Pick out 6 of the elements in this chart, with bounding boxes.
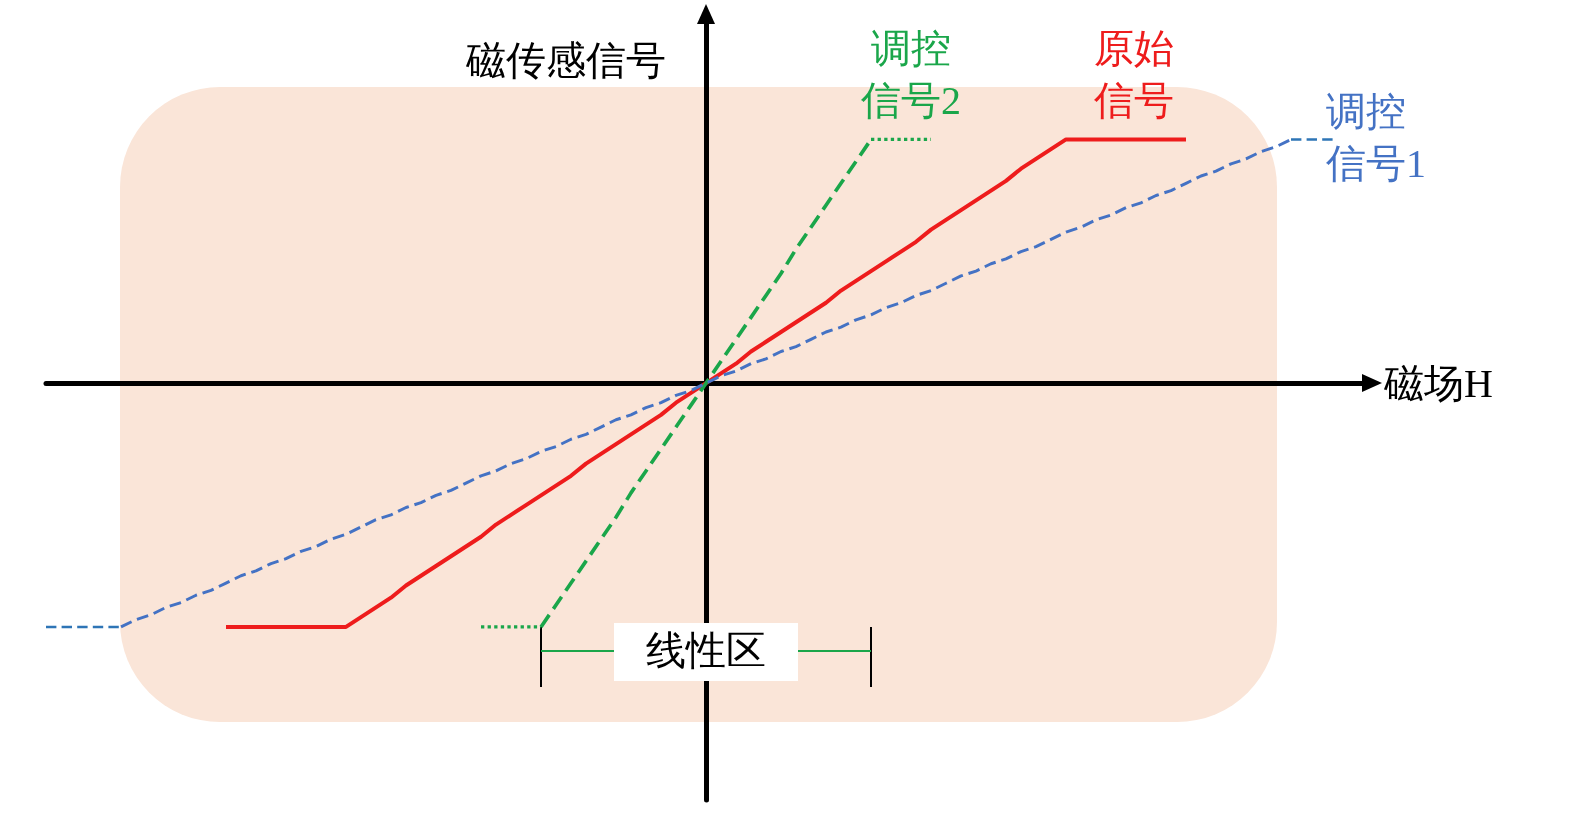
series-label: 调控信号1: [1326, 88, 1426, 186]
series-label: 调控信号2: [861, 25, 961, 123]
x-axis-title: 磁场H: [1383, 360, 1493, 406]
y-axis-title: 磁传感信号: [465, 37, 666, 83]
text: 线性区: [646, 628, 766, 674]
series-label: 原始信号: [1094, 25, 1174, 123]
